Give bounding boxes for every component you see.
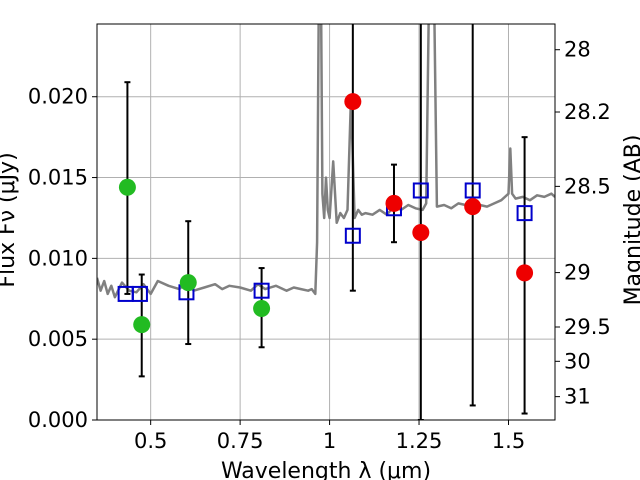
photometry-point xyxy=(118,178,136,196)
y-axis: 0.000 0.005 0.010 0.015 0.020 xyxy=(28,85,97,432)
photometry-point xyxy=(253,299,271,317)
y-tick-label: 0.000 xyxy=(28,408,88,432)
y2-tick-label: 28.5 xyxy=(564,174,611,198)
model-square-marker xyxy=(464,182,481,199)
model-square-marker xyxy=(344,227,361,244)
marker-layer xyxy=(117,93,534,334)
spectrum-line xyxy=(97,24,555,299)
x-tick-label: 0.75 xyxy=(217,429,264,453)
y2-axis-title: Magnitude (AB) xyxy=(621,135,640,306)
y2-tick-label: 31 xyxy=(564,385,591,409)
x-axis: 0.5 0.75 1 1.25 1.5 xyxy=(134,420,525,453)
model-square-marker xyxy=(131,285,148,302)
photometry-point xyxy=(412,224,430,242)
x-tick-label: 1 xyxy=(323,429,336,453)
model-square-marker xyxy=(253,282,270,299)
x-tick-label: 1.25 xyxy=(396,429,443,453)
x-tick-label: 0.5 xyxy=(134,429,167,453)
y2-tick-label: 28 xyxy=(564,38,591,62)
x-axis-title: Wavelength λ (μm) xyxy=(221,459,431,480)
error-bar xyxy=(417,24,424,420)
y-axis-title: Flux Fν (μJy) xyxy=(0,152,20,287)
photometry-point xyxy=(516,264,534,282)
grid-lines xyxy=(97,24,555,421)
y-tick-label: 0.010 xyxy=(28,246,88,270)
model-square-marker xyxy=(412,182,429,199)
y2-tick-label: 30 xyxy=(564,349,591,373)
y2-tick-label: 29 xyxy=(564,261,591,285)
y2-tick-label: 28.2 xyxy=(564,100,611,124)
model-square-marker xyxy=(516,205,533,222)
photometry-point xyxy=(344,93,362,111)
y-tick-label: 0.005 xyxy=(28,327,88,351)
y2-tick-label: 29.5 xyxy=(564,315,611,339)
photometry-point xyxy=(385,194,403,212)
spectrum-layer xyxy=(97,24,555,299)
photometry-point xyxy=(464,198,482,216)
y-tick-label: 0.020 xyxy=(28,85,88,109)
x-tick-label: 1.5 xyxy=(492,429,525,453)
plot-frame xyxy=(96,23,556,421)
photometry-point xyxy=(179,274,197,292)
y2-axis: 28 28.2 28.5 29 29.5 30 31 xyxy=(555,38,611,409)
photometry-point xyxy=(133,316,151,334)
y-tick-label: 0.015 xyxy=(28,166,88,190)
